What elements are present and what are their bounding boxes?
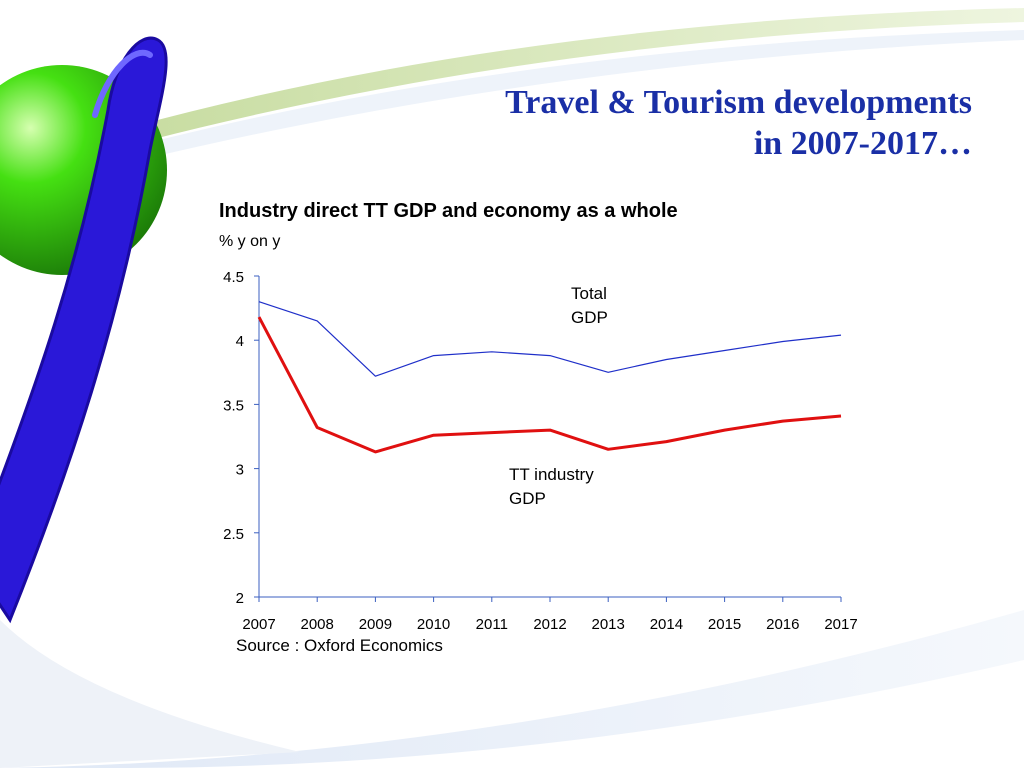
x-tick-label: 2010	[417, 616, 450, 633]
x-tick-label: 2016	[766, 616, 799, 633]
series-label-line: GDP	[509, 489, 546, 508]
x-tick-label: 2008	[301, 616, 334, 633]
y-tick-label: 2	[236, 590, 244, 607]
x-tick-label: 2013	[592, 616, 625, 633]
series-tt-industry-line	[257, 316, 842, 454]
y-tick-label: 4	[236, 333, 244, 350]
x-tick-label: 2007	[242, 616, 275, 633]
x-tick-label: 2012	[533, 616, 566, 633]
series-label-line: GDP	[571, 308, 608, 327]
series-label-tt-industry: TT industry GDP	[509, 465, 594, 508]
series-label-line: Total	[571, 284, 607, 303]
slide-title: Travel & Tourism developments in 2007-20…	[352, 82, 972, 164]
slide-title-line-2: in 2007-2017…	[753, 125, 972, 162]
x-tick-label: 2017	[824, 616, 857, 633]
blue-ring-icon	[0, 36, 168, 624]
y-tick-label: 2.5	[223, 526, 244, 543]
top-swoosh	[120, 8, 1024, 140]
x-tick-label: 2011	[476, 616, 508, 633]
x-tick-label: 2014	[650, 616, 683, 633]
source-note: Source : Oxford Economics	[236, 636, 443, 655]
series-label-line: TT industry	[509, 465, 594, 484]
x-tick-label: 2015	[708, 616, 741, 633]
y-tick-label: 3.5	[223, 397, 244, 414]
chart-title: Industry direct TT GDP and economy as a …	[219, 200, 678, 222]
series-total-gdp-line	[258, 301, 842, 377]
bottom-swoosh	[0, 610, 1024, 768]
y-tick-label: 3	[236, 462, 244, 479]
chart-subtitle: % y on y	[219, 233, 281, 250]
series-label-total-gdp: Total GDP	[571, 284, 608, 327]
y-tick-label: 4.5	[223, 269, 244, 286]
slide-title-line-1: Travel & Tourism developments	[505, 84, 972, 121]
x-tick-label: 2009	[359, 616, 392, 633]
